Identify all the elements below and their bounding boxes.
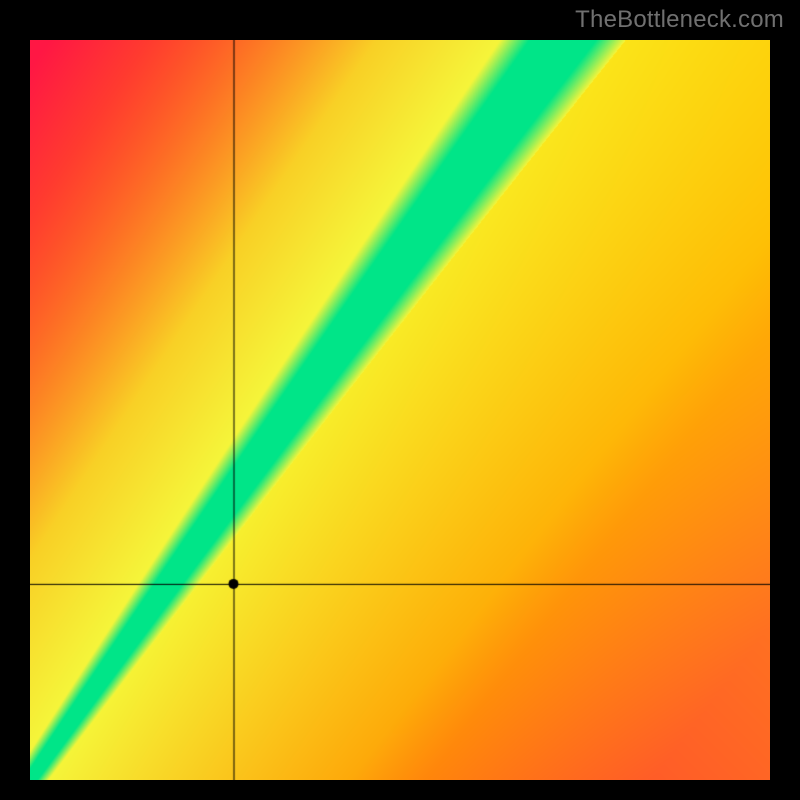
heatmap-chart bbox=[30, 40, 770, 780]
chart-container: TheBottleneck.com bbox=[0, 0, 800, 800]
heatmap-canvas bbox=[30, 40, 770, 780]
watermark-label: TheBottleneck.com bbox=[575, 6, 784, 34]
